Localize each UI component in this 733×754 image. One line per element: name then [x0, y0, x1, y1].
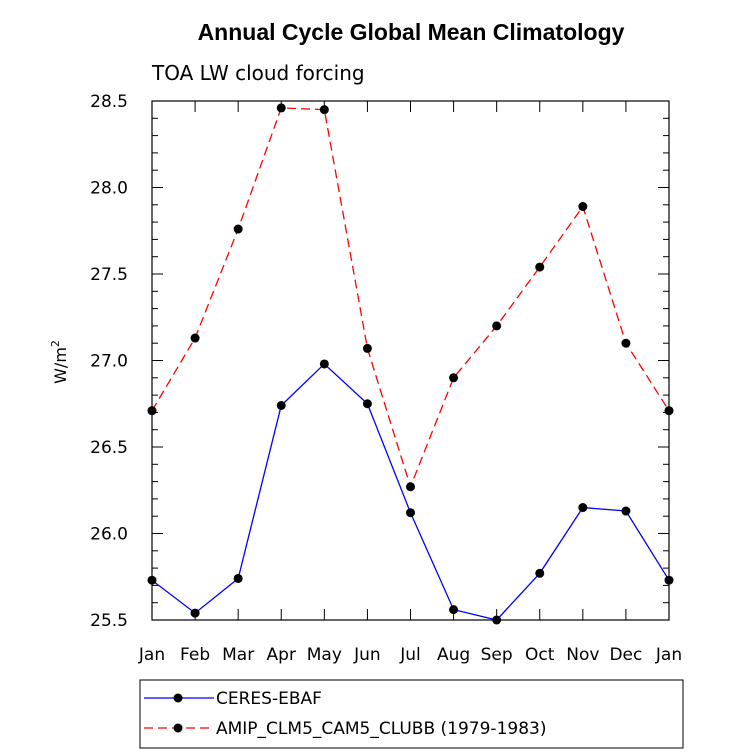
data-point — [406, 508, 415, 518]
data-point — [190, 333, 200, 343]
data-point — [362, 399, 372, 409]
data-point — [319, 105, 329, 115]
y-tick-label: 26.5 — [90, 438, 128, 458]
y-tick-label: 27.0 — [90, 352, 128, 372]
data-point — [578, 503, 588, 513]
series-2 — [147, 103, 674, 492]
y-tick-label: 27.5 — [90, 265, 128, 285]
y-tick-label: 25.5 — [90, 611, 128, 631]
legend-box — [139, 679, 684, 749]
data-point — [664, 575, 674, 585]
y-axis-label: W/m2 — [49, 340, 70, 384]
data-point — [492, 615, 502, 625]
x-tick-label: Jul — [399, 645, 421, 665]
data-point — [664, 406, 674, 416]
legend-marker — [173, 693, 183, 703]
y-tick-label: 26.0 — [90, 525, 128, 545]
data-point — [621, 506, 631, 516]
x-tick-label: Jan — [655, 645, 682, 665]
data-point — [449, 373, 459, 383]
legend: CERES-EBAF AMIP_CLM5_CAM5_CLUBB (1979-198… — [139, 679, 684, 749]
series-1 — [147, 359, 674, 625]
x-tick-label: Aug — [437, 645, 470, 665]
x-tick-label: Oct — [525, 645, 555, 665]
chart-subtitle: TOA LW cloud forcing — [151, 61, 365, 85]
x-tick-label: Jun — [353, 645, 381, 665]
data-point — [233, 224, 243, 234]
legend-label: AMIP_CLM5_CAM5_CLUBB (1979-1983) — [216, 719, 546, 739]
data-point — [535, 568, 545, 578]
series-layer — [147, 103, 674, 625]
data-point — [578, 202, 588, 212]
legend-label: CERES-EBAF — [216, 689, 322, 709]
series-line — [151, 107, 670, 489]
data-point — [276, 400, 286, 410]
data-point — [621, 338, 631, 348]
data-point — [276, 103, 286, 113]
data-point — [449, 605, 459, 615]
x-tick-label: Feb — [180, 645, 210, 665]
legend-marker — [173, 723, 183, 733]
x-tick-label: May — [307, 645, 342, 665]
y-tick-label: 28.5 — [90, 92, 128, 112]
data-point — [362, 343, 372, 353]
axes: 25.5 26.0 26.5 27.0 27.5 28.0 28.5 Jan Feb Mar Apr… — [90, 92, 682, 665]
x-tick-label: Nov — [566, 645, 599, 665]
y-axis-label-sup: 2 — [49, 340, 62, 347]
data-point — [319, 359, 329, 369]
chart-title: Annual Cycle Global Mean Climatology — [198, 19, 625, 45]
x-tick-label: Apr — [267, 645, 296, 665]
data-point — [190, 608, 200, 618]
plot-frame — [151, 100, 670, 621]
data-point — [406, 482, 415, 492]
series-line — [151, 363, 670, 621]
data-point — [233, 573, 243, 583]
y-tick-label: 28.0 — [90, 179, 128, 199]
x-tick-label: Mar — [222, 645, 254, 665]
x-tick-label: Jan — [138, 645, 165, 665]
x-tick-label: Dec — [609, 645, 642, 665]
data-point — [147, 575, 157, 585]
data-point — [492, 321, 502, 331]
data-point — [147, 406, 157, 416]
y-axis-label-base: W/m — [51, 347, 70, 384]
x-tick-label: Sep — [481, 645, 513, 665]
data-point — [535, 262, 545, 272]
